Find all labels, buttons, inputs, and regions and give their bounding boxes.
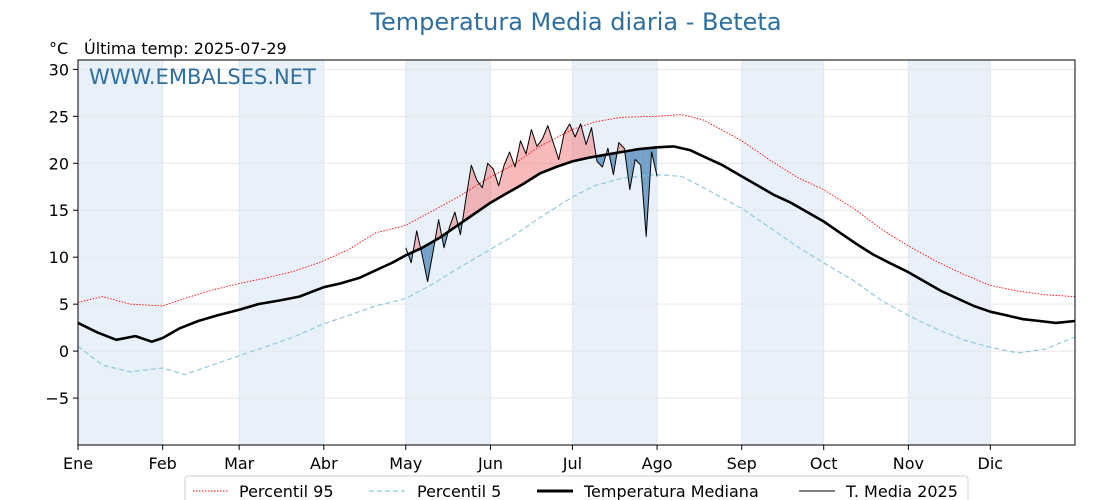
anomaly-above-fill [482,163,488,209]
anomaly-above-fill [618,142,625,153]
month-shade-mar [239,60,324,445]
anomaly-above-fill [542,125,548,173]
x-tick-label: Feb [149,454,177,473]
anomaly-above-fill [575,123,581,161]
y-axis: 30 25 20 15 10 5 0 −5 [45,60,78,408]
y-tick-label: 5 [59,295,69,314]
legend: Percentil 95 Percentil 5 Temperatura Med… [184,475,969,500]
month-shade-nov [908,60,991,445]
x-tick-label: Nov [893,454,924,473]
last-temp-label: Última temp: 2025-07-29 [84,39,287,58]
anomaly-above-fill [580,123,587,160]
anomaly-above-fill [520,140,526,186]
anomaly-above-fill [476,180,483,213]
y-tick-label: 10 [49,248,69,267]
anomaly-above-fill [465,165,472,220]
month-shade-ene [78,60,163,445]
x-axis: Ene Feb Mar Abr May Jun Jul Ago Sep Oct Nov Dic [63,445,1003,473]
anomaly-above-fill [515,140,521,189]
month-shading [78,60,991,445]
legend-label-p5: Percentil 5 [417,482,501,500]
anomaly-below-fill [635,148,641,166]
legend-box [184,475,969,500]
watermark-text: WWW.EMBALSES.NET [89,65,316,89]
y-tick-label: −5 [45,389,69,408]
p95-line [78,114,1075,307]
y-axis-unit-label: °C [49,39,69,58]
x-tick-label: Mar [224,454,255,473]
y-tick-label: 15 [49,201,69,220]
x-tick-label: Abr [310,454,338,473]
x-tick-label: Jul [562,454,582,473]
plot-frame [77,59,1076,446]
anomaly-above-fill [509,152,516,192]
x-tick-label: Oct [810,454,838,473]
media-2025-line [405,123,658,283]
anomaly-above-fill [536,138,543,176]
month-shade-sep [741,60,824,445]
month-shade-may [405,60,491,445]
x-tick-label: Dic [978,454,1004,473]
anomaly-below-fill [596,155,603,168]
y-tick-label: 20 [49,154,69,173]
anomaly-above-fill [525,129,532,183]
anomaly-above-fill [498,165,505,199]
month-shade-jul [572,60,658,445]
y-tick-label: 0 [59,342,69,361]
x-tick-label: Jun [477,454,503,473]
anomaly-above-fill [487,163,494,205]
anomaly-above-fill [553,142,559,169]
anomaly-above-fill [547,125,554,171]
x-tick-label: May [389,454,422,473]
anomaly-above-fill [564,123,570,165]
chart-title: Temperatura Media diaria - Beteta [370,8,782,36]
y-tick-label: 25 [49,107,69,126]
legend-label-median: Temperatura Mediana [583,482,759,500]
x-tick-label: Ene [63,454,93,473]
x-tick-label: Ago [642,454,673,473]
anomaly-above-fill [569,123,576,163]
anomaly-above-fill [493,168,499,202]
series-lines [78,114,1075,376]
x-tick-label: Sep [727,454,757,473]
anomaly-below-fill [422,244,428,282]
anomaly-above-fill [531,129,537,179]
median-line [78,145,1075,344]
legend-label-p95: Percentil 95 [239,482,334,500]
p5-line [78,174,1075,376]
anomaly-above-fill [586,127,592,159]
y-tick-label: 30 [49,60,69,79]
legend-label-media2025: T. Media 2025 [845,482,958,500]
